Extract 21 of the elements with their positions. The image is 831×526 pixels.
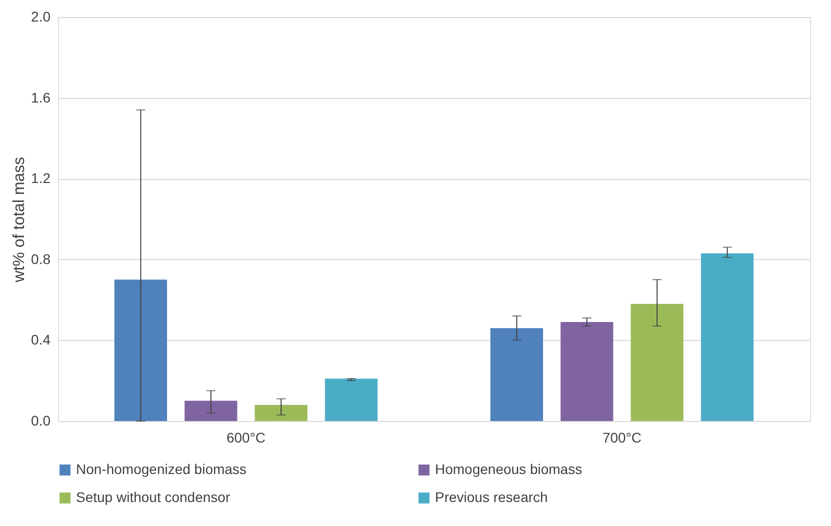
y-tick-label: 0.0 — [31, 412, 51, 428]
bar — [560, 322, 614, 421]
bar — [254, 404, 308, 421]
x-tick-label: 700°C — [602, 430, 642, 446]
bar — [114, 280, 168, 421]
bar — [184, 400, 238, 421]
bar — [630, 304, 684, 421]
legend-label: Non-homogenized biomass — [76, 461, 246, 477]
y-tick-label: 0.4 — [31, 332, 51, 348]
y-tick-label: 1.2 — [31, 170, 51, 186]
y-tick-label: 2.0 — [31, 8, 51, 24]
bar — [490, 328, 544, 421]
bar — [324, 378, 378, 421]
y-tick-label: 0.8 — [31, 250, 51, 267]
y-tick-label: 1.6 — [31, 89, 51, 106]
legend-label: Homogeneous biomass — [435, 461, 582, 477]
legend-label: Setup without condensor — [76, 489, 230, 505]
bar — [700, 253, 754, 421]
legend-label: Previous research — [435, 489, 548, 505]
x-tick-label: 600°C — [226, 430, 266, 446]
y-axis-title: wt% of total mass — [11, 156, 28, 284]
